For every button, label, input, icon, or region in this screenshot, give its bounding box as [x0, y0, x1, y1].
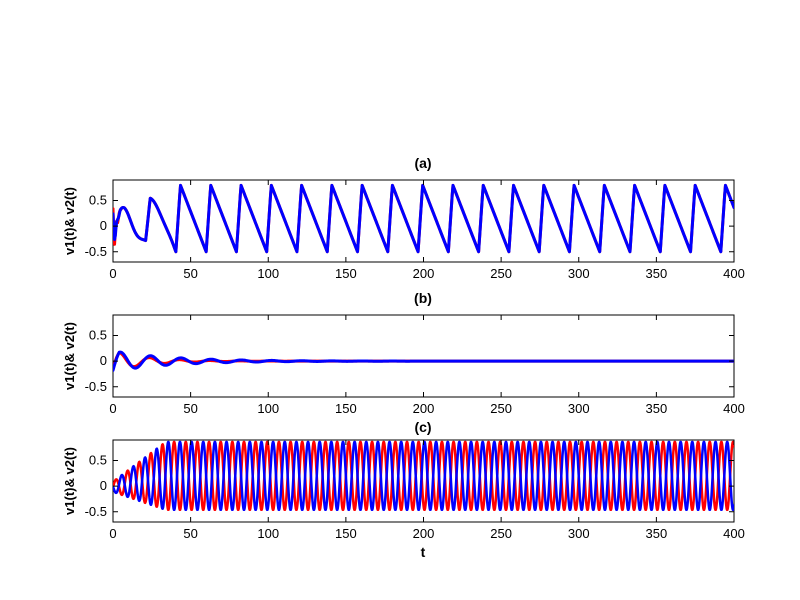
panel-a-xtick-label: 350: [646, 266, 668, 281]
panel-c: (c) v1(t)& v2(t) t 0 50 100 150 200 250 300 350…: [62, 419, 745, 560]
panel-c-ytick-label: 0: [100, 478, 107, 493]
panel-c-xtick-label: 100: [257, 526, 279, 541]
panel-a-title: (a): [414, 155, 431, 171]
panel-c-ytick-label: -0.5: [85, 504, 107, 519]
panel-b-axes: [112, 314, 735, 398]
panel-c-xtick-label: 400: [723, 526, 745, 541]
panel-c-xtick-label: 0: [109, 526, 116, 541]
panel-b-xtick-label: 0: [109, 401, 116, 416]
panel-b-series-blue: [113, 350, 734, 372]
panel-c-xlabel: t: [421, 544, 426, 560]
panel-b-ytick-label: 0.5: [89, 328, 107, 343]
panel-b-xtick-label: 150: [335, 401, 357, 416]
panel-b-xtick-label: 400: [723, 401, 745, 416]
panel-a-ytick-label: -0.5: [85, 244, 107, 259]
panel-b-xtick-label: 300: [568, 401, 590, 416]
panel-a-ytick-label: 0.5: [89, 193, 107, 208]
panel-b-xtick-label: 50: [183, 401, 197, 416]
panel-b-ytick-label: -0.5: [85, 379, 107, 394]
panel-b: (b) v1(t)& v2(t) 0 50 100 150 200 250 300 350 40…: [62, 290, 745, 416]
panel-a-series-blue: [113, 183, 734, 254]
panel-c-xtick-label: 150: [335, 526, 357, 541]
panel-a-xtick-label: 200: [413, 266, 435, 281]
panel-c-xtick-label: 250: [490, 526, 512, 541]
panel-a-xtick-label: 250: [490, 266, 512, 281]
panel-c-xtick-label: 200: [413, 526, 435, 541]
panel-b-xtick-label: 200: [413, 401, 435, 416]
panel-c-ytick-label: 0.5: [89, 453, 107, 468]
panel-b-ylabel: v1(t)& v2(t): [62, 322, 77, 390]
panel-c-xtick-label: 300: [568, 526, 590, 541]
panel-c-xtick-label: 350: [646, 526, 668, 541]
panel-a-xtick-label: 100: [257, 266, 279, 281]
panel-b-xtick-label: 350: [646, 401, 668, 416]
panel-a-xtick-label: 300: [568, 266, 590, 281]
panel-c-series-blue: [113, 440, 734, 512]
panel-a: (a) v1(t)& v2(t) 0 50 100 150 200 250 300 350 40…: [62, 155, 745, 281]
panel-b-ytick-label: 0: [100, 353, 107, 368]
panel-c-ylabel: v1(t)& v2(t): [62, 447, 77, 515]
panel-a-xtick-label: 0: [109, 266, 116, 281]
panel-c-title: (c): [414, 419, 431, 435]
panel-b-title: (b): [414, 290, 432, 306]
panel-b-xtick-label: 250: [490, 401, 512, 416]
panel-a-ytick-label: 0: [100, 218, 107, 233]
panel-a-xtick-label: 400: [723, 266, 745, 281]
panel-a-xtick-label: 150: [335, 266, 357, 281]
panel-a-ylabel: v1(t)& v2(t): [62, 187, 77, 255]
panel-c-xtick-label: 50: [183, 526, 197, 541]
panel-a-xtick-label: 50: [183, 266, 197, 281]
panel-b-xtick-label: 100: [257, 401, 279, 416]
panel-c-series-red: [113, 440, 734, 512]
